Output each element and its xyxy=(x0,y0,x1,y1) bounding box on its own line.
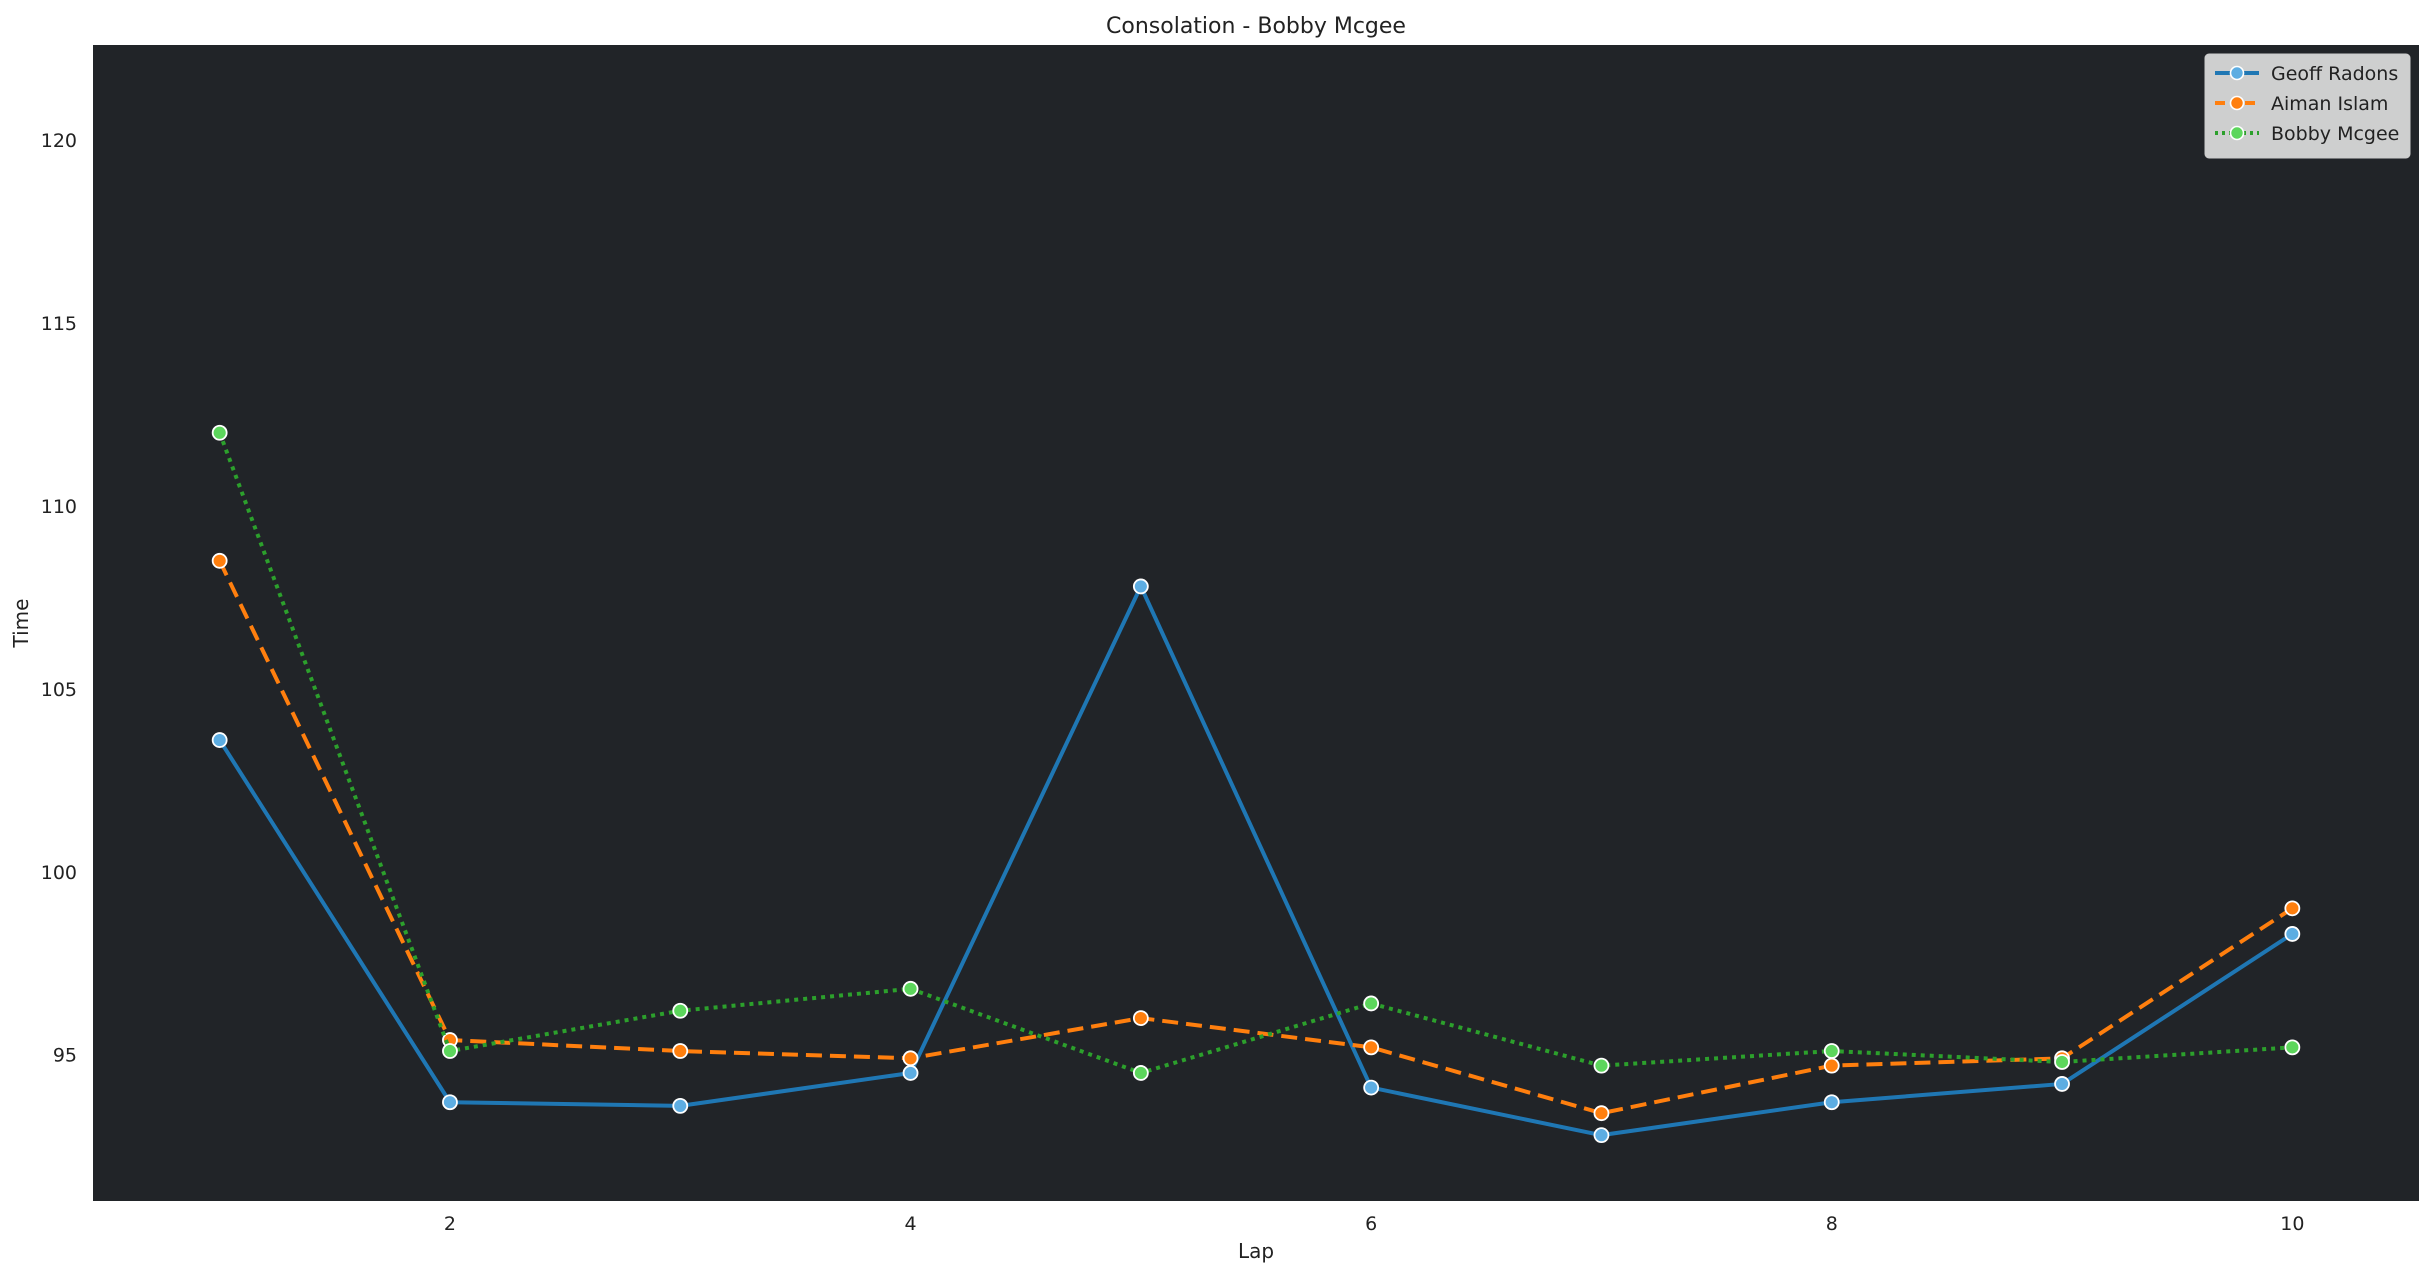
data-point xyxy=(1363,1079,1380,1096)
y-axis-label: Time xyxy=(9,599,33,649)
legend-item: Geoff Radons xyxy=(2215,63,2398,85)
series-layer xyxy=(211,424,2301,1144)
legend-item: Aiman Islam xyxy=(2215,93,2388,115)
x-tick-label: 4 xyxy=(905,1213,917,1235)
data-point xyxy=(1363,995,1380,1012)
data-point xyxy=(442,1043,458,1059)
data-point xyxy=(1593,1057,1610,1074)
series-line xyxy=(217,584,2294,1138)
data-point xyxy=(1363,1039,1380,1056)
data-point xyxy=(1593,1127,1610,1144)
data-point xyxy=(2284,926,2301,942)
x-axis-ticks: 2 4 6 8 10 xyxy=(444,1213,2305,1235)
data-point xyxy=(2284,900,2301,917)
series-3 xyxy=(211,424,2301,1081)
legend-item: Bobby Mcgee xyxy=(2215,123,2399,145)
legend-label: Bobby Mcgee xyxy=(2271,123,2399,145)
data-point xyxy=(672,1002,689,1019)
chart-title: Consolation - Bobby Mcgee xyxy=(1106,14,1406,39)
legend-box xyxy=(2204,53,2411,159)
data-point xyxy=(1823,1043,1840,1059)
data-point xyxy=(1593,1105,1610,1122)
y-tick-label: 110 xyxy=(41,496,77,518)
data-point xyxy=(902,1050,919,1067)
y-tick-label: 120 xyxy=(41,130,77,152)
legend-marker xyxy=(2229,95,2245,111)
data-point xyxy=(902,1065,919,1081)
y-tick-label: 95 xyxy=(53,1045,77,1067)
data-point xyxy=(902,980,919,997)
data-point xyxy=(211,732,228,748)
data-point xyxy=(2284,1039,2301,1056)
x-tick-label: 2 xyxy=(444,1213,456,1235)
data-point xyxy=(442,1094,458,1111)
legend: Geoff Radons Aiman Islam Bobby Mcgee xyxy=(2204,53,2411,159)
data-point xyxy=(1132,1065,1149,1081)
x-tick-label: 10 xyxy=(2280,1213,2304,1235)
data-point xyxy=(2054,1076,2070,1092)
x-axis-label: Lap xyxy=(1238,1239,1274,1263)
x-tick-label: 6 xyxy=(1365,1213,1377,1235)
y-axis-ticks: 95 100 105 110 115 120 xyxy=(41,130,77,1067)
data-point xyxy=(1823,1094,1840,1111)
legend-label: Aiman Islam xyxy=(2271,93,2388,115)
data-point xyxy=(672,1043,689,1059)
data-point xyxy=(2054,1054,2070,1070)
legend-marker xyxy=(2229,65,2245,81)
series-1 xyxy=(211,578,2301,1144)
data-point xyxy=(1823,1057,1840,1074)
legend-marker xyxy=(2229,125,2245,141)
legend-label: Geoff Radons xyxy=(2271,63,2398,85)
data-point xyxy=(672,1097,689,1114)
series-line xyxy=(217,559,2294,1116)
x-tick-label: 8 xyxy=(1826,1213,1838,1235)
y-tick-label: 100 xyxy=(41,862,77,884)
data-point xyxy=(211,552,228,569)
plot-area xyxy=(93,45,2419,1201)
data-point xyxy=(1132,578,1149,595)
y-tick-label: 115 xyxy=(41,313,77,335)
data-point xyxy=(211,424,228,441)
data-point xyxy=(1132,1010,1149,1026)
y-tick-label: 105 xyxy=(41,679,77,701)
series-line xyxy=(217,432,2293,1075)
